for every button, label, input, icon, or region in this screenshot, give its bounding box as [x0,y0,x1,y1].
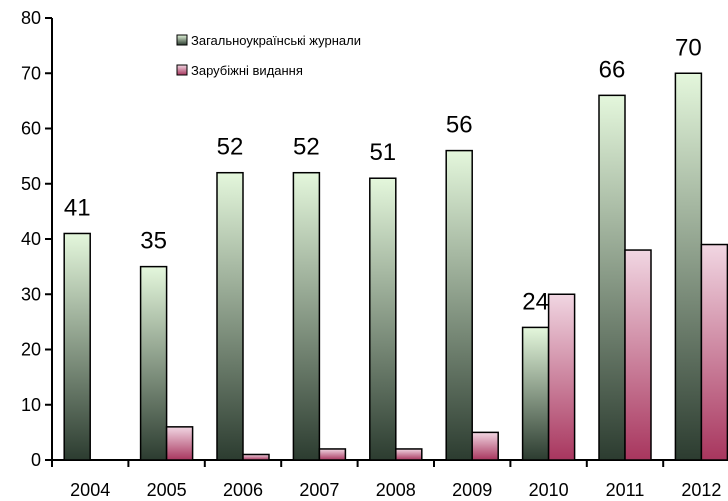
y-tick-label: 10 [21,395,41,415]
x-tick-label: 2005 [147,480,187,500]
data-label-series-1: 56 [446,112,473,139]
bar-series-1-2011 [598,94,626,461]
bar-series-1-2007 [292,171,321,461]
bar-series-1-2010 [521,326,550,461]
y-tick-label: 80 [21,8,41,28]
x-tick-label: 2007 [299,480,339,500]
legend-swatch-series-2 [176,64,188,76]
x-tick-label: 2011 [606,480,645,500]
y-axis: 0 10 20 30 40 50 60 70 80 [21,8,53,470]
y-tick-label: 0 [31,450,41,470]
bar-series-1-2005 [139,265,168,461]
bar-series-2-2006 [242,453,270,461]
data-label-series-1: 41 [64,194,91,221]
data-label-series-1: 52 [293,134,320,161]
y-tick-label: 40 [21,229,41,249]
x-tick-label: 2009 [452,480,492,500]
data-label-series-1: 35 [140,228,167,255]
bar-series-1-2006 [216,171,244,461]
x-tick-label: 2004 [70,480,110,500]
data-labels: 41 35 52 52 51 56 24 66 70 [64,34,702,315]
bar-series-2-2010 [547,293,576,461]
bar-series-2-2011 [624,249,652,461]
x-tick-label: 2006 [223,480,263,500]
bar-series-2-2007 [318,448,347,461]
data-label-series-1: 24 [522,288,549,315]
bar-series-1-2008 [369,177,397,461]
data-label-series-1: 66 [599,56,626,83]
x-tick-label: 2010 [529,480,569,500]
y-tick-label: 30 [21,284,41,304]
legend: Загальноукраїнські журнали Зарубіжні вид… [176,33,361,78]
bar-series-1-2004 [63,232,91,461]
y-tick-label: 70 [21,63,41,83]
bar-series-1-2009 [445,149,473,461]
bar-series-2-2012 [700,243,728,461]
bar-series-2-2008 [395,448,423,461]
bar-series-2-2009 [471,431,499,461]
y-tick-label: 20 [21,340,41,360]
bars [63,72,728,461]
data-label-series-1: 70 [675,34,702,61]
legend-label-series-1: Загальноукраїнські журнали [191,33,361,48]
y-tick-label: 50 [21,174,41,194]
data-label-series-1: 52 [217,134,244,161]
x-axis: 2004 2005 2006 2007 2008 2009 2010 2011 2012 [51,459,728,500]
legend-swatch-series-1 [176,34,188,46]
x-tick-label: 2012 [681,480,721,500]
legend-label-series-2: Зарубіжні видання [191,63,303,78]
bar-series-1-2012 [674,72,703,461]
bar-series-2-2005 [165,426,194,461]
x-tick-label: 2008 [376,480,416,500]
y-tick-label: 60 [21,119,41,139]
data-label-series-1: 51 [369,139,396,166]
